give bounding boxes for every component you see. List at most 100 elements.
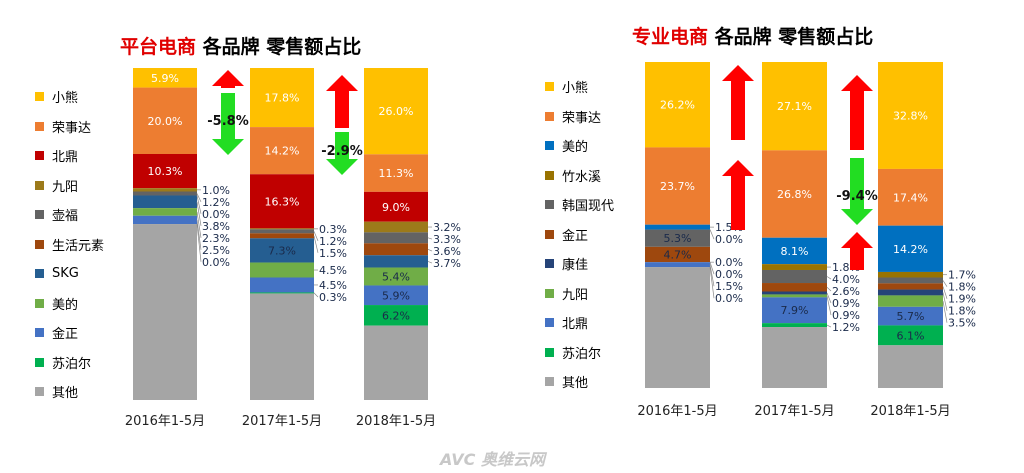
bar-segment [878,325,943,346]
data-label: 27.1% [777,100,812,113]
bar-segment [250,277,314,293]
data-label: 0.0% [715,233,743,246]
legend-item: 其他 [545,367,614,397]
bar-segment [364,68,428,155]
legend-item: 金正 [35,318,104,348]
up-arrow-icon [722,160,754,230]
legend-item: 小熊 [35,82,104,112]
leader-line [313,292,319,298]
data-label: 1.5% [319,247,347,260]
data-label: 32.8% [893,109,928,122]
legend-swatch [35,121,44,131]
legend-label: 苏泊尔 [562,346,602,362]
legend-label: 其他 [562,376,589,392]
bar-segment [133,208,197,216]
legend-item: 壶福 [35,200,104,230]
data-label: 20.0% [148,115,183,128]
bar-segment [250,68,314,128]
data-label: 3.6% [433,245,461,258]
bar-segment [250,262,314,278]
bar-segment [762,291,827,295]
data-label: 2.6% [832,285,860,298]
legend-label: 竹水溪 [562,169,602,185]
legend-label: 九阳 [52,179,79,195]
data-label: 17.8% [265,92,300,105]
legend-item: 其他 [35,377,104,407]
bar-segment [250,127,314,175]
data-label: 5.7% [897,310,925,323]
legend-right: 小熊 荣事达 美的 竹水溪 韩国现代 金正 康佳 九阳 北鼎 苏泊尔 其他 [545,72,614,397]
legend-swatch [35,357,44,367]
legend-swatch [35,92,44,102]
legend-left: 小熊 荣事达 北鼎 九阳 壶福 生活元素 SKG 美的 金正 苏泊尔 其他 [35,82,104,407]
change-annotation: -5.8% [207,114,248,129]
legend-item: 苏泊尔 [545,338,614,368]
leader-line [427,237,433,240]
legend-item: 北鼎 [545,308,614,338]
legend-swatch [545,170,554,180]
leader-line [427,248,433,252]
data-label: 1.8% [948,305,976,318]
bar-segment [878,168,943,226]
leader-line [196,195,202,214]
legend-item: 九阳 [35,171,104,201]
legend-swatch [35,298,44,308]
bar-segment [762,264,827,270]
data-label: 4.5% [319,279,347,292]
bar-segment [250,292,314,294]
legend-item: 美的 [545,131,614,161]
bar-segment [250,238,314,263]
legend-swatch [35,269,44,279]
data-label: 1.8% [948,281,976,294]
data-label: 26.0% [379,105,414,118]
bar-segment [878,62,943,169]
legend-item: 苏泊尔 [35,348,104,378]
bar-segment [878,345,943,388]
legend-swatch [545,82,554,92]
leader-line [427,261,433,264]
data-label: 5.9% [151,72,179,85]
bar-segment [762,323,827,328]
bar-segment [133,215,197,225]
legend-item: SKG [35,259,104,289]
bar-segment [364,267,428,286]
bar-segment [133,153,197,189]
data-label: 0.0% [202,208,230,221]
legend-swatch [545,200,554,210]
legend-swatch [35,151,44,161]
x-tick-label: 2017年1-5月 [754,404,834,419]
legend-swatch [35,210,44,220]
leader-line [196,211,202,238]
data-label: 7.9% [781,304,809,317]
legend-swatch [35,180,44,190]
legend-swatch [545,288,554,298]
data-label: 14.2% [893,243,928,256]
bar-segment [762,269,827,284]
legend-item: 韩国现代 [545,190,614,220]
leader-line [196,224,202,262]
x-tick-label: 2018年1-5月 [870,404,950,419]
bar-segment [133,188,197,192]
bar-segment [645,229,710,247]
leader-line [826,295,832,316]
bar-segment [878,289,943,296]
bar-segment [250,229,314,234]
legend-label: 金正 [562,228,589,244]
data-label: 1.2% [832,321,860,334]
bar-segment [133,191,197,196]
bar-segment [133,68,197,88]
legend-item: 荣事达 [545,102,614,132]
legend-item: 美的 [35,289,104,319]
leader-line [709,264,715,287]
data-label: 26.2% [660,99,695,112]
legend-item: 小熊 [545,72,614,102]
bar-segment [762,294,827,298]
data-label: 8.1% [781,245,809,258]
bar-segment [133,224,197,400]
data-label: 5.4% [382,270,410,283]
legend-label: 壶福 [52,209,79,225]
bar-segment [364,285,428,306]
legend-swatch [545,229,554,239]
data-label: 1.9% [948,293,976,306]
legend-swatch [545,111,554,121]
